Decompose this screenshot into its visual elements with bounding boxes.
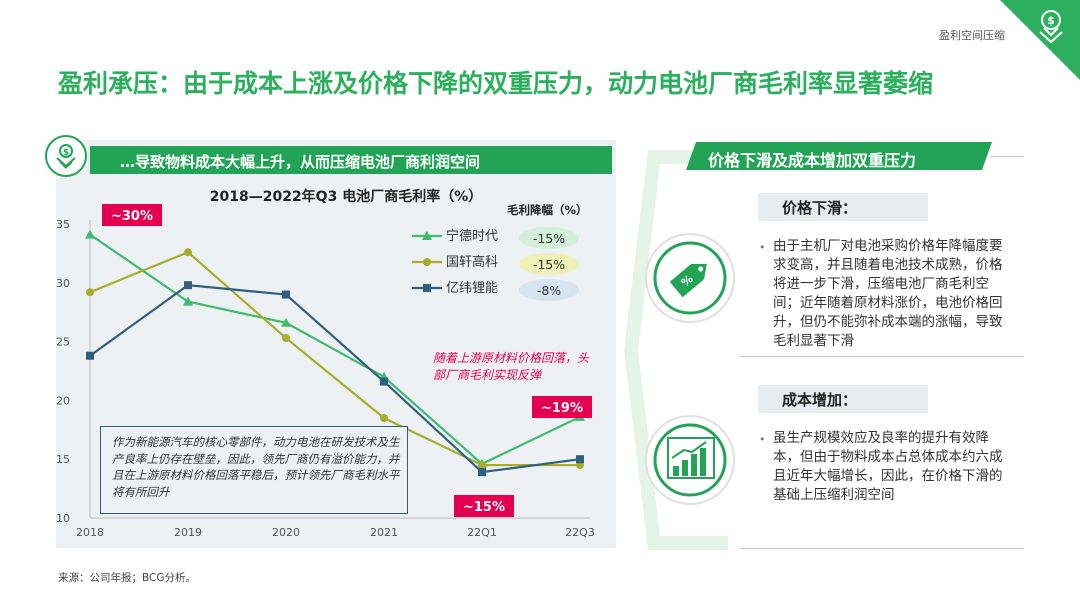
y-tick-label: 25 — [56, 336, 70, 349]
svg-text:$: $ — [1047, 14, 1055, 27]
right-banner — [686, 142, 992, 170]
change-label: -8% — [537, 283, 561, 298]
change-label: -15% — [533, 231, 565, 246]
data-point — [183, 296, 193, 306]
data-point — [282, 334, 290, 343]
section2-text: 虽生产规模效应及良率的提升有效降本，但由于物料成本占总体成本约六成且近年大幅增长… — [773, 430, 1003, 503]
legend-label: 亿纬锂能 — [446, 281, 498, 296]
data-point — [86, 288, 94, 297]
change-label: -15% — [533, 257, 565, 272]
note-box — [100, 426, 408, 514]
money-badge-icon: $ — [45, 135, 87, 177]
y-tick-label: 30 — [56, 277, 70, 290]
y-tick-label: 15 — [56, 453, 70, 466]
right-banner-text: 价格下滑及成本增加双重压力 — [708, 151, 917, 170]
data-point — [86, 351, 94, 360]
legend-label: 宁德时代 — [446, 228, 498, 244]
change-pill — [519, 227, 579, 249]
legend-marker — [423, 258, 431, 266]
data-point — [576, 455, 584, 464]
callout-label: ~15% — [463, 500, 505, 515]
data-point — [282, 290, 290, 299]
right-divider — [990, 156, 1024, 157]
section2-header — [758, 385, 928, 413]
bullet-icon: • — [759, 241, 766, 254]
legend-marker — [423, 284, 431, 292]
y-tick-label: 35 — [56, 218, 70, 231]
source-note: 来源：公司年报；BCG分析。 — [58, 572, 196, 584]
annotation-text: 随着上游原材料价格回落，头部厂商毛利实现反弹 — [433, 351, 590, 382]
callout-label: ~30% — [111, 209, 153, 224]
data-point — [281, 317, 291, 327]
data-point — [85, 229, 95, 239]
callout-box — [454, 495, 514, 517]
section1-header — [758, 193, 928, 221]
legend-label: 国轩高科 — [446, 254, 498, 270]
legend-header: 毛利降幅（%） — [507, 203, 588, 217]
bar-chart-growth-icon — [645, 415, 735, 505]
section1-text: 由于主机厂对电池采购价格年降幅度要求变高，并且随着电池技术成熟，价格将进一步下滑… — [773, 238, 1003, 349]
data-point — [184, 281, 192, 290]
callout-box — [532, 396, 592, 418]
x-tick-label: 2019 — [174, 526, 202, 539]
x-tick-label: 2020 — [272, 526, 300, 539]
series-line — [89, 250, 580, 467]
data-point — [184, 248, 192, 257]
note-text: 作为新能源汽车的核心零部件，动力电池在研发技术及生产良率上仍存在壁垒，因此，领先… — [112, 435, 400, 499]
callout-box — [102, 204, 162, 226]
callout-label: ~19% — [541, 401, 583, 416]
svg-text:$: $ — [63, 148, 69, 158]
left-banner-text: …导致物料成本大幅上升，从而压缩电池厂商利润空间 — [120, 153, 481, 171]
section2-title: 成本增加： — [782, 391, 858, 409]
page-title: 盈利承压：由于成本上涨及价格下降的双重压力，动力电池厂商毛利率显著萎缩 — [58, 69, 934, 98]
corner-badge: $ — [1000, 0, 1080, 80]
legend-marker — [422, 231, 432, 240]
data-point — [478, 461, 486, 470]
x-tick-label: 2018 — [76, 526, 104, 539]
x-tick-label: 2021 — [370, 526, 398, 539]
section-divider — [740, 356, 1024, 357]
series-line — [89, 233, 581, 466]
y-tick-label: 20 — [56, 394, 70, 407]
line-chart: 10 15 20 25 30 35 2018 2019 2020 2021 22Q1 22Q3 毛利降… — [56, 203, 595, 539]
bullet-icon: • — [759, 433, 766, 446]
chart-title: 2018—2022年Q3 电池厂商毛利率（%） — [209, 189, 483, 205]
change-pill — [519, 279, 579, 301]
data-point — [478, 468, 486, 477]
left-banner — [90, 146, 612, 174]
x-tick-label: 22Q1 — [467, 526, 497, 539]
series-line — [89, 284, 581, 474]
change-pill — [519, 253, 579, 275]
x-tick-label: 22Q3 — [565, 526, 595, 539]
section-divider — [740, 548, 1024, 549]
money-badge-icon — [1039, 10, 1063, 44]
section-label: 盈利空间压缩 — [939, 29, 1005, 42]
data-point — [380, 377, 388, 386]
data-point — [380, 414, 388, 423]
price-tag-icon: % — [645, 233, 735, 323]
y-tick-label: 10 — [56, 512, 70, 525]
section1-title: 价格下滑： — [782, 199, 858, 217]
